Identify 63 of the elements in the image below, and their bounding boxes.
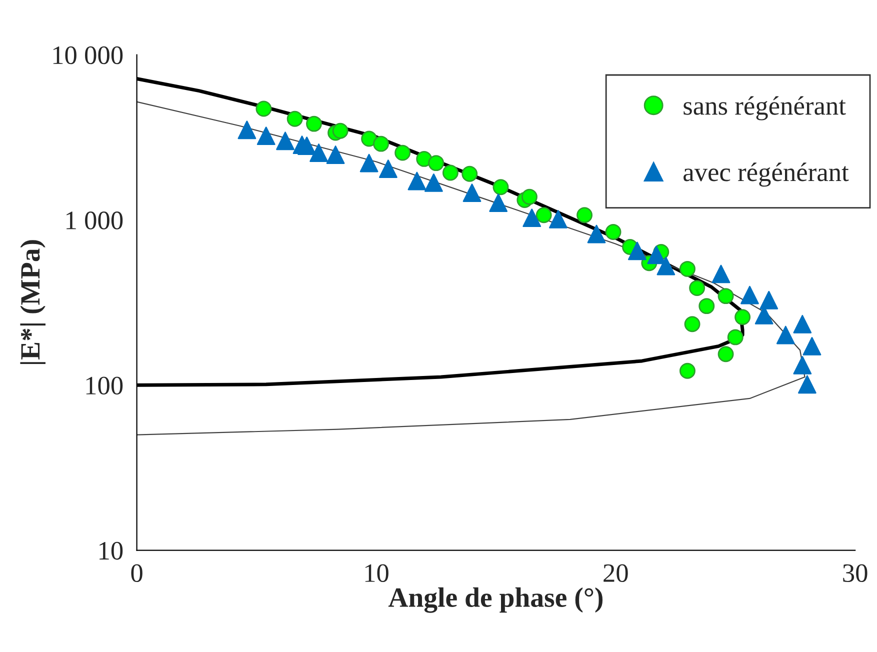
point	[373, 136, 389, 152]
point	[276, 132, 294, 150]
point	[332, 122, 348, 139]
y-tick-label: 10 000	[53, 46, 123, 64]
point	[536, 207, 552, 224]
point	[680, 260, 696, 277]
y-tick-label: 1 000	[66, 212, 123, 230]
point	[462, 166, 478, 182]
point	[298, 136, 316, 156]
point	[360, 154, 378, 172]
point	[492, 179, 509, 196]
point	[256, 126, 276, 146]
point	[647, 246, 666, 264]
point	[548, 210, 568, 228]
point	[394, 144, 411, 161]
point	[310, 144, 328, 162]
point	[680, 362, 696, 379]
point	[776, 326, 795, 344]
point	[656, 256, 676, 276]
x-axis-title: Angle de phase (°)	[388, 587, 603, 613]
point	[408, 172, 426, 190]
point	[628, 242, 646, 260]
y-axis-title: |E*| (MPa)	[20, 240, 46, 364]
point	[718, 288, 734, 304]
point	[286, 110, 303, 127]
point	[238, 120, 256, 140]
point	[256, 100, 272, 117]
point	[416, 150, 432, 167]
point	[727, 329, 744, 346]
legend-label: avec régénérant	[684, 162, 849, 187]
point	[522, 208, 542, 228]
point	[326, 146, 345, 164]
point	[760, 290, 778, 310]
point	[442, 164, 458, 181]
point	[605, 224, 622, 240]
x-tick-label: 30	[843, 564, 868, 582]
point	[734, 309, 751, 326]
point	[587, 224, 606, 244]
point	[361, 130, 378, 147]
point	[489, 194, 508, 212]
x-tick-label: 0	[131, 564, 142, 582]
x-tick-label: 10	[365, 564, 388, 582]
point	[576, 207, 593, 224]
x-tick-label: 20	[604, 564, 628, 582]
point	[306, 116, 322, 132]
y-tick-label: 10	[100, 542, 123, 560]
point	[793, 314, 812, 334]
point	[428, 155, 444, 172]
point	[802, 337, 822, 356]
point	[718, 346, 734, 362]
point	[793, 356, 812, 374]
point	[521, 188, 538, 205]
point	[379, 160, 398, 178]
y-tick-label: 100	[86, 376, 123, 395]
point	[698, 298, 715, 314]
point	[424, 174, 443, 192]
point	[798, 375, 816, 394]
point	[689, 280, 706, 296]
point	[712, 264, 730, 284]
point	[462, 184, 482, 202]
legend-label: sans régénérant	[684, 96, 846, 120]
point	[740, 286, 759, 304]
point	[684, 316, 700, 332]
